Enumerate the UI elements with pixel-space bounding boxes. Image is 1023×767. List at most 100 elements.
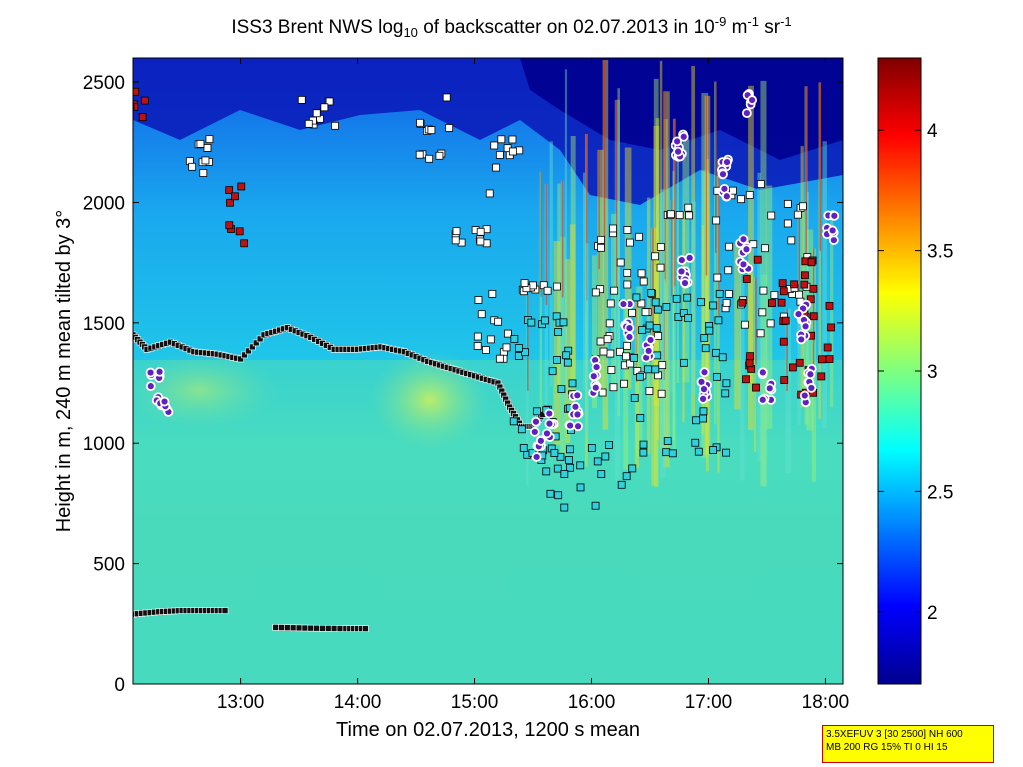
- scatter-marker: [550, 449, 559, 457]
- scatter-marker: [553, 464, 562, 473]
- circle-marker: [738, 259, 749, 270]
- scatter-marker: [818, 355, 826, 364]
- scatter-marker: [722, 448, 730, 457]
- plume: [582, 172, 586, 390]
- scatter-marker: [712, 372, 721, 381]
- scatter-marker: [636, 372, 644, 381]
- scatter-marker: [647, 288, 656, 297]
- circle-marker: [529, 427, 540, 437]
- x-tick-label: 17:00: [685, 692, 733, 713]
- scatter-marker: [779, 287, 788, 296]
- scatter-marker: [777, 298, 786, 307]
- scatter-marker: [606, 349, 615, 358]
- scatter-marker: [297, 95, 306, 104]
- scatter-marker: [473, 342, 482, 350]
- scatter-marker: [692, 416, 701, 425]
- circle-marker: [827, 225, 838, 236]
- circle-marker: [684, 253, 695, 263]
- scatter-marker: [701, 344, 710, 353]
- scatter-marker: [788, 363, 797, 372]
- plume-core: [755, 277, 757, 365]
- circle-marker: [572, 390, 583, 401]
- circle-marker: [799, 390, 810, 401]
- scatter-marker: [591, 501, 600, 510]
- scatter-marker: [606, 299, 615, 308]
- scatter-marker: [520, 279, 529, 287]
- scatter-marker: [486, 335, 495, 344]
- plume: [765, 185, 773, 429]
- plume-core: [786, 308, 788, 392]
- scatter-marker: [205, 135, 214, 144]
- scatter-marker: [201, 156, 210, 165]
- plume: [585, 243, 589, 435]
- scatter-marker: [651, 252, 659, 261]
- layer-marker: [362, 625, 369, 632]
- chart-title: ISS3 Brent NWS log10 of backscatter on 0…: [231, 14, 792, 40]
- scatter-marker: [225, 221, 234, 230]
- scatter-marker: [196, 139, 205, 148]
- scatter-marker: [240, 239, 249, 248]
- scatter-marker: [554, 491, 563, 500]
- plume: [653, 126, 660, 407]
- plume: [602, 60, 609, 430]
- circle-marker: [741, 244, 752, 255]
- y-tick-label: 1500: [83, 314, 125, 335]
- scatter-marker: [597, 235, 605, 244]
- circle-marker: [570, 401, 581, 412]
- circle-marker: [747, 95, 758, 105]
- plume-core: [540, 171, 543, 297]
- scatter-marker: [485, 189, 494, 198]
- layer-marker: [278, 624, 285, 631]
- scatter-marker: [626, 359, 635, 368]
- scatter-marker: [641, 308, 650, 317]
- scatter-marker: [504, 329, 512, 338]
- scatter-marker: [566, 445, 574, 454]
- convective-plumes: [526, 60, 834, 488]
- plume-core: [545, 184, 548, 306]
- scatter-marker: [657, 389, 666, 398]
- scatter-marker: [527, 318, 536, 327]
- circle-marker: [565, 420, 576, 431]
- scatter-marker: [658, 361, 667, 370]
- plume: [785, 308, 792, 474]
- scatter-marker: [632, 293, 641, 302]
- circle-marker: [645, 335, 656, 345]
- plume: [560, 236, 566, 457]
- circle-marker: [722, 157, 732, 167]
- circle-marker: [591, 362, 602, 372]
- plume-core: [586, 134, 588, 301]
- scatter-marker: [553, 282, 561, 291]
- scatter-marker: [712, 348, 720, 357]
- y-tick-label: 2000: [83, 193, 125, 214]
- scatter-marker: [237, 182, 246, 191]
- circle-marker: [718, 169, 728, 180]
- plume-core: [798, 207, 800, 317]
- scatter-marker: [605, 319, 614, 328]
- scatter-marker: [508, 147, 517, 156]
- circle-marker: [800, 321, 811, 332]
- plume: [653, 78, 659, 488]
- scatter-marker: [509, 417, 518, 426]
- scatter-marker: [790, 280, 798, 289]
- scatter-marker: [674, 313, 683, 321]
- scatter-marker: [684, 203, 693, 212]
- scatter-marker: [225, 186, 234, 194]
- scatter-marker: [125, 116, 132, 123]
- scatter-marker: [699, 407, 708, 416]
- scatter-marker: [477, 310, 486, 319]
- scatter-marker: [235, 227, 244, 236]
- circle-marker: [698, 393, 708, 404]
- scatter-marker: [542, 467, 551, 476]
- scatter-marker: [756, 329, 765, 338]
- scatter-marker: [738, 298, 747, 307]
- circle-marker: [145, 367, 156, 378]
- colorbar-tick-label: 2: [927, 603, 938, 624]
- info-box: 3.5XEFUV 3 [30 2500] NH 600 MB 200 RG 15…: [822, 725, 994, 763]
- scatter-marker: [675, 211, 684, 220]
- plume: [705, 158, 709, 472]
- scatter-marker: [126, 101, 133, 108]
- layer-marker: [256, 335, 264, 343]
- scatter-marker: [568, 379, 577, 388]
- scatter-marker: [825, 301, 834, 310]
